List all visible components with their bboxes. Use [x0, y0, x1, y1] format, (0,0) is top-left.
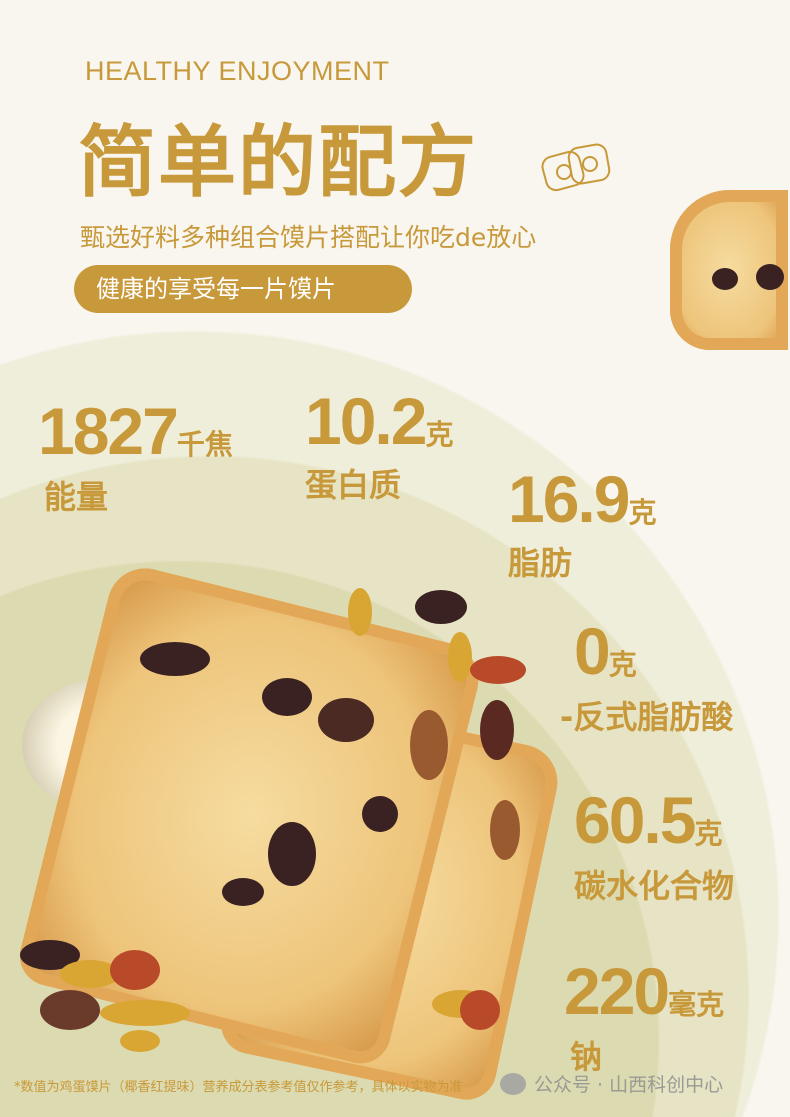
nutrition-protein: 10.2克 蛋白质 — [305, 388, 453, 506]
raisin — [415, 590, 467, 624]
raisin — [222, 878, 264, 906]
raisin — [712, 268, 738, 290]
tagline-pill: 健康的享受每一片馍片 — [74, 265, 412, 313]
golden-raisin — [120, 1030, 160, 1052]
raisin — [110, 950, 160, 990]
energy-unit: 千焦 — [176, 428, 233, 461]
sodium-label: 钠 — [570, 1038, 603, 1076]
golden-raisin — [100, 1000, 190, 1026]
trans-fat-value: 0 — [574, 614, 611, 688]
nutrition-sodium: 220毫克 钠 — [564, 958, 724, 1078]
fat-unit: 克 — [628, 496, 657, 529]
energy-value: 1827 — [38, 394, 179, 468]
carbs-unit: 克 — [694, 817, 723, 850]
eyebrow-text: HEALTHY ENJOYMENT — [85, 56, 390, 86]
raisin — [460, 990, 500, 1030]
nutrition-energy: 1827千焦 能量 — [38, 398, 233, 518]
nutrition-trans-fat: 0克 -反式脂肪酸 — [560, 618, 733, 738]
wechat-icon — [500, 1072, 526, 1095]
raisin — [470, 656, 526, 684]
energy-label: 能量 — [44, 478, 109, 516]
raisin — [490, 800, 520, 860]
nutrition-fat: 16.9克 脂肪 — [508, 466, 656, 584]
raisin — [318, 698, 374, 742]
trans-fat-unit: 克 — [608, 648, 637, 681]
watermark: 公众号 · 山西科创中心 — [500, 1070, 723, 1097]
protein-label: 蛋白质 — [305, 466, 402, 504]
raisin — [480, 700, 514, 760]
toast-sketch-icon — [540, 140, 618, 196]
sodium-unit: 毫克 — [668, 988, 725, 1021]
protein-unit: 克 — [425, 418, 454, 451]
carbs-value: 60.5 — [574, 783, 696, 857]
subtitle: 甄选好料多种组合馍片搭配让你吃de放心 — [80, 223, 537, 252]
sodium-value: 220 — [564, 954, 670, 1028]
watermark-text: 公众号 · 山西科创中心 — [534, 1074, 724, 1096]
product-image — [0, 560, 565, 1106]
raisin — [756, 264, 784, 290]
trans-fat-label: -反式脂肪酸 — [560, 698, 734, 736]
protein-value: 10.2 — [305, 384, 427, 458]
footnote: *数值为鸡蛋馍片（椰香红提味）营养成分表参考值仅作参考，具体以实物为准 — [14, 1080, 463, 1095]
raisin — [40, 990, 100, 1030]
raisin — [362, 796, 398, 832]
raisin — [410, 710, 448, 780]
page-title: 简单的配方 — [78, 118, 479, 208]
raisin — [268, 822, 316, 886]
raisin — [140, 642, 210, 676]
fat-value: 16.9 — [508, 462, 630, 536]
carbs-label: 碳水化合物 — [574, 867, 735, 905]
golden-raisin — [348, 588, 372, 636]
raisin — [262, 678, 312, 716]
nutrition-carbs: 60.5克 碳水化合物 — [574, 787, 734, 907]
golden-raisin — [448, 632, 472, 682]
fat-label: 脂肪 — [508, 544, 573, 582]
